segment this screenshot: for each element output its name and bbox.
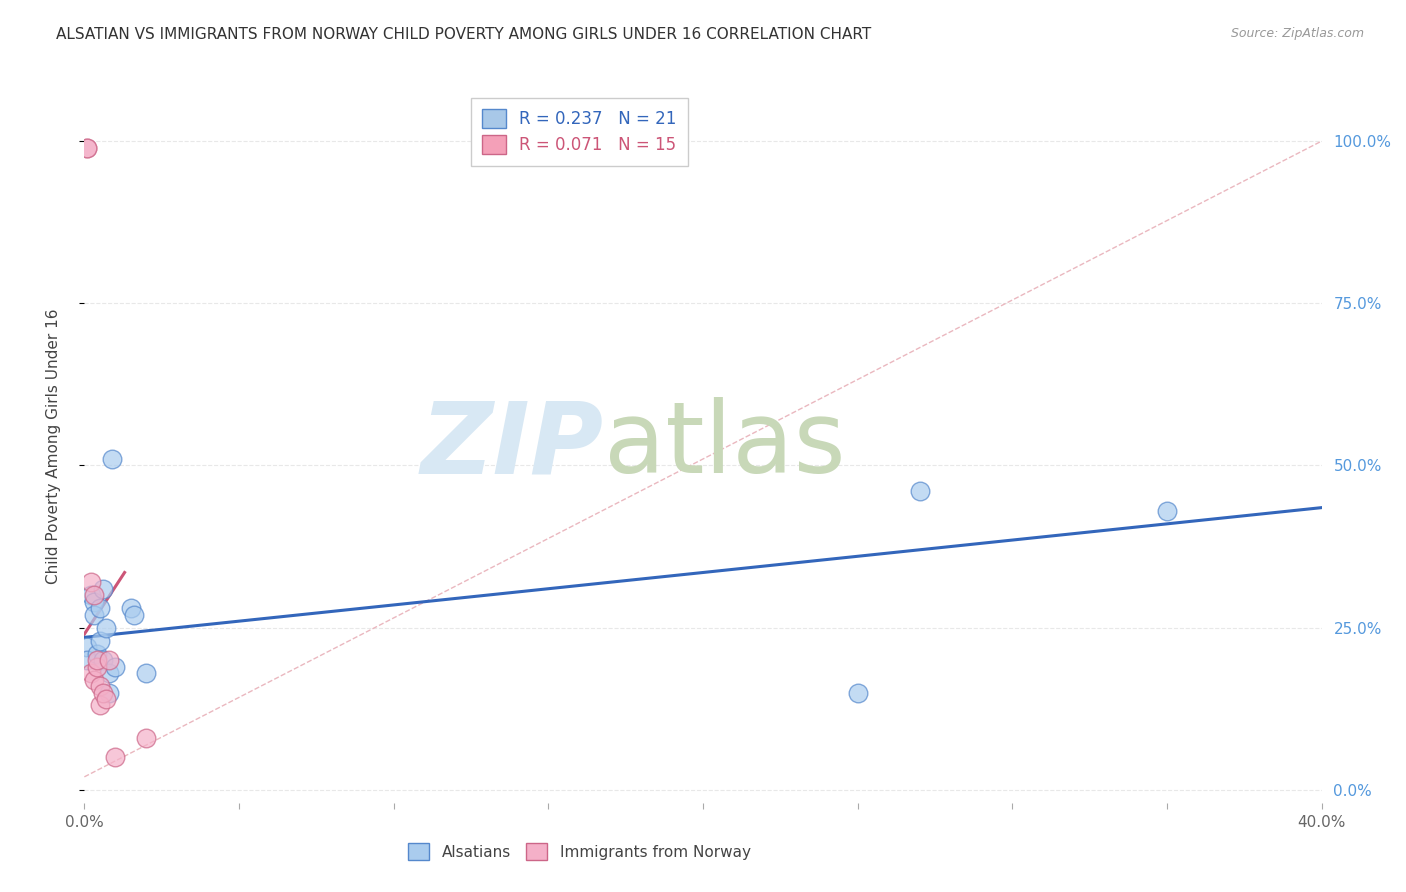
Text: atlas: atlas — [605, 398, 845, 494]
Point — [98, 666, 121, 681]
Point — [98, 653, 121, 667]
Point — [135, 666, 157, 681]
Point — [104, 750, 127, 764]
Point — [83, 595, 105, 609]
Text: ALSATIAN VS IMMIGRANTS FROM NORWAY CHILD POVERTY AMONG GIRLS UNDER 16 CORRELATIO: ALSATIAN VS IMMIGRANTS FROM NORWAY CHILD… — [56, 27, 872, 42]
Text: ZIP: ZIP — [420, 398, 605, 494]
Point — [79, 575, 101, 590]
Point — [89, 601, 111, 615]
Point — [79, 588, 101, 602]
Point — [83, 673, 105, 687]
Legend: Alsatians, Immigrants from Norway: Alsatians, Immigrants from Norway — [402, 837, 756, 866]
Point — [83, 607, 105, 622]
Point — [122, 607, 145, 622]
Point — [91, 582, 114, 596]
Text: Source: ZipAtlas.com: Source: ZipAtlas.com — [1230, 27, 1364, 40]
Point — [86, 659, 108, 673]
Point — [79, 666, 101, 681]
Point — [908, 484, 931, 499]
Point — [846, 685, 869, 699]
Point — [94, 621, 117, 635]
Point — [89, 633, 111, 648]
Point — [104, 659, 127, 673]
Point — [1156, 504, 1178, 518]
Point — [101, 452, 124, 467]
Point — [89, 679, 111, 693]
Point — [89, 698, 111, 713]
Point — [76, 640, 98, 654]
Point — [91, 653, 114, 667]
Point — [120, 601, 142, 615]
Point — [86, 647, 108, 661]
Y-axis label: Child Poverty Among Girls Under 16: Child Poverty Among Girls Under 16 — [46, 309, 60, 583]
Point — [135, 731, 157, 745]
Point — [94, 692, 117, 706]
Point — [83, 588, 105, 602]
Point — [76, 140, 98, 154]
Point — [76, 653, 98, 667]
Point — [76, 140, 98, 154]
Point — [86, 653, 108, 667]
Point — [98, 685, 121, 699]
Point — [91, 685, 114, 699]
